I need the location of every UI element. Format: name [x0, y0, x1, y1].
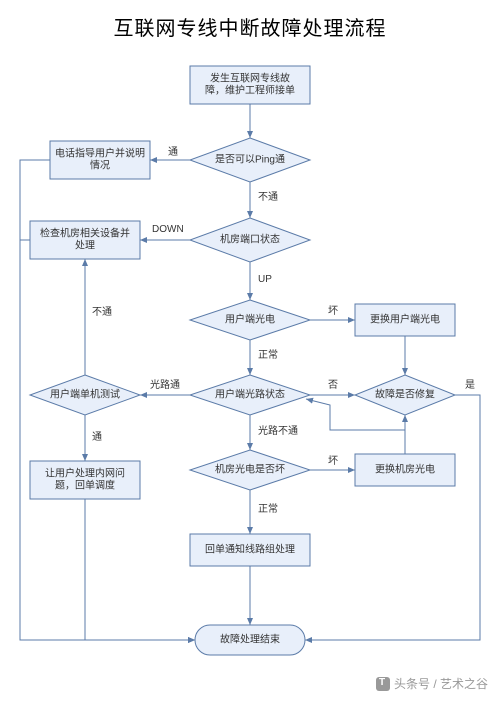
edge-userintra-end — [85, 499, 195, 640]
edge-label: 通 — [92, 431, 102, 443]
node-label: 障，维护工程师接单 — [205, 84, 295, 97]
node-label: 更换用户端光电 — [370, 313, 440, 326]
edge-label: 不通 — [258, 191, 278, 203]
node-userintra: 让用户处理内网问题，回单调度 — [30, 461, 140, 499]
node-checkroom: 检查机房相关设备并处理 — [30, 221, 140, 259]
node-linkstate: 用户端光路状态 — [190, 375, 310, 415]
node-label: 用户端单机测试 — [50, 388, 120, 401]
node-label: 情况 — [90, 159, 110, 172]
node-port: 机房端口状态 — [190, 218, 310, 262]
toutiao-icon — [376, 677, 390, 691]
node-label: 让用户处理内网问 — [45, 467, 125, 480]
node-label: 用户端光路状态 — [215, 388, 285, 401]
edge-checkroom-end-left2 — [20, 240, 195, 640]
node-label: 发生互联网专线故 — [210, 72, 290, 85]
node-label: 故障处理结束 — [220, 633, 280, 646]
edge-label: 是 — [465, 379, 475, 391]
node-replaceroom: 更换机房光电 — [355, 454, 455, 486]
node-label: 回单通知线路组处理 — [205, 543, 295, 556]
edge-label: 不通 — [92, 306, 112, 318]
edge-label: UP — [258, 274, 272, 285]
watermark: 头条号 / 艺术之谷 — [376, 675, 488, 692]
edge-label: DOWN — [152, 224, 184, 235]
node-label: 机房光电是否坏 — [215, 463, 285, 476]
node-label: 故障是否修复 — [375, 388, 435, 401]
node-repaired: 故障是否修复 — [355, 375, 455, 415]
edge-label: 光路通 — [150, 378, 180, 391]
node-useropt: 用户端光电 — [190, 300, 310, 340]
edge-label: 正常 — [258, 348, 278, 361]
edge-label: 坏 — [328, 305, 338, 317]
edge-label: 正常 — [258, 502, 278, 515]
flowchart-canvas: 发生互联网专线故障，维护工程师接单是否可以Ping通电话指导用户并说明情况机房端… — [0, 0, 500, 702]
node-ping: 是否可以Ping通 — [190, 138, 310, 182]
node-label: 用户端光电 — [225, 313, 275, 326]
node-start: 发生互联网专线故障，维护工程师接单 — [190, 66, 310, 104]
node-label: 题，回单调度 — [55, 479, 115, 492]
edge-label: 光路不通 — [258, 424, 298, 437]
node-singletest: 用户端单机测试 — [30, 375, 140, 415]
node-label: 检查机房相关设备并 — [40, 227, 130, 240]
node-replaceuser: 更换用户端光电 — [355, 304, 455, 336]
node-end: 故障处理结束 — [195, 625, 305, 655]
edge-label: 坏 — [328, 455, 338, 467]
node-label: 电话指导用户并说明 — [55, 147, 145, 160]
edge-label: 通 — [168, 146, 178, 158]
watermark-text: 头条号 / 艺术之谷 — [394, 675, 488, 692]
node-roomopt: 机房光电是否坏 — [190, 450, 310, 490]
node-label: 处理 — [75, 240, 95, 252]
node-notify: 回单通知线路组处理 — [190, 534, 310, 566]
node-label: 机房端口状态 — [220, 233, 280, 246]
edge-repaired-end-yes — [305, 395, 480, 640]
node-phone: 电话指导用户并说明情况 — [50, 141, 150, 179]
node-label: 是否可以Ping通 — [215, 154, 285, 166]
node-label: 更换机房光电 — [375, 463, 435, 476]
edge-label: 否 — [328, 379, 338, 391]
